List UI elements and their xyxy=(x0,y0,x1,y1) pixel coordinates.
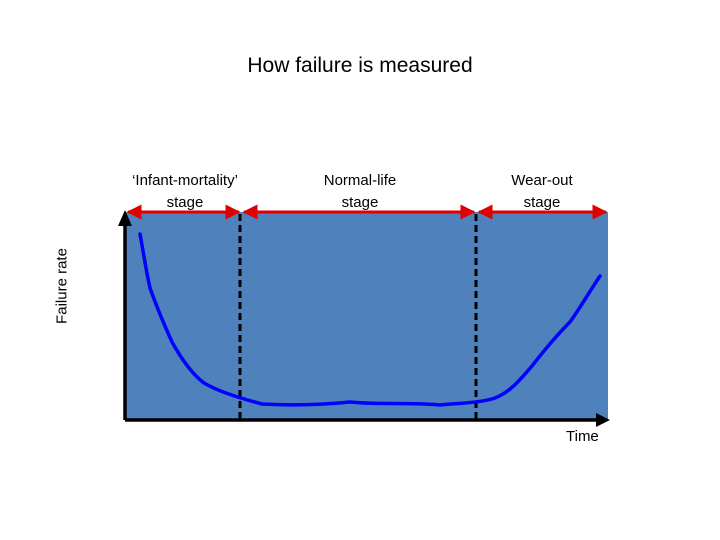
plot-area xyxy=(125,212,608,420)
y-axis-label: Failure rate xyxy=(53,248,71,324)
x-axis-arrowhead xyxy=(596,413,610,427)
x-axis-label: Time xyxy=(566,428,599,445)
y-axis-arrowhead xyxy=(118,210,132,226)
failure-rate-curve xyxy=(138,232,602,407)
page-title: How failure is measured xyxy=(247,54,473,77)
